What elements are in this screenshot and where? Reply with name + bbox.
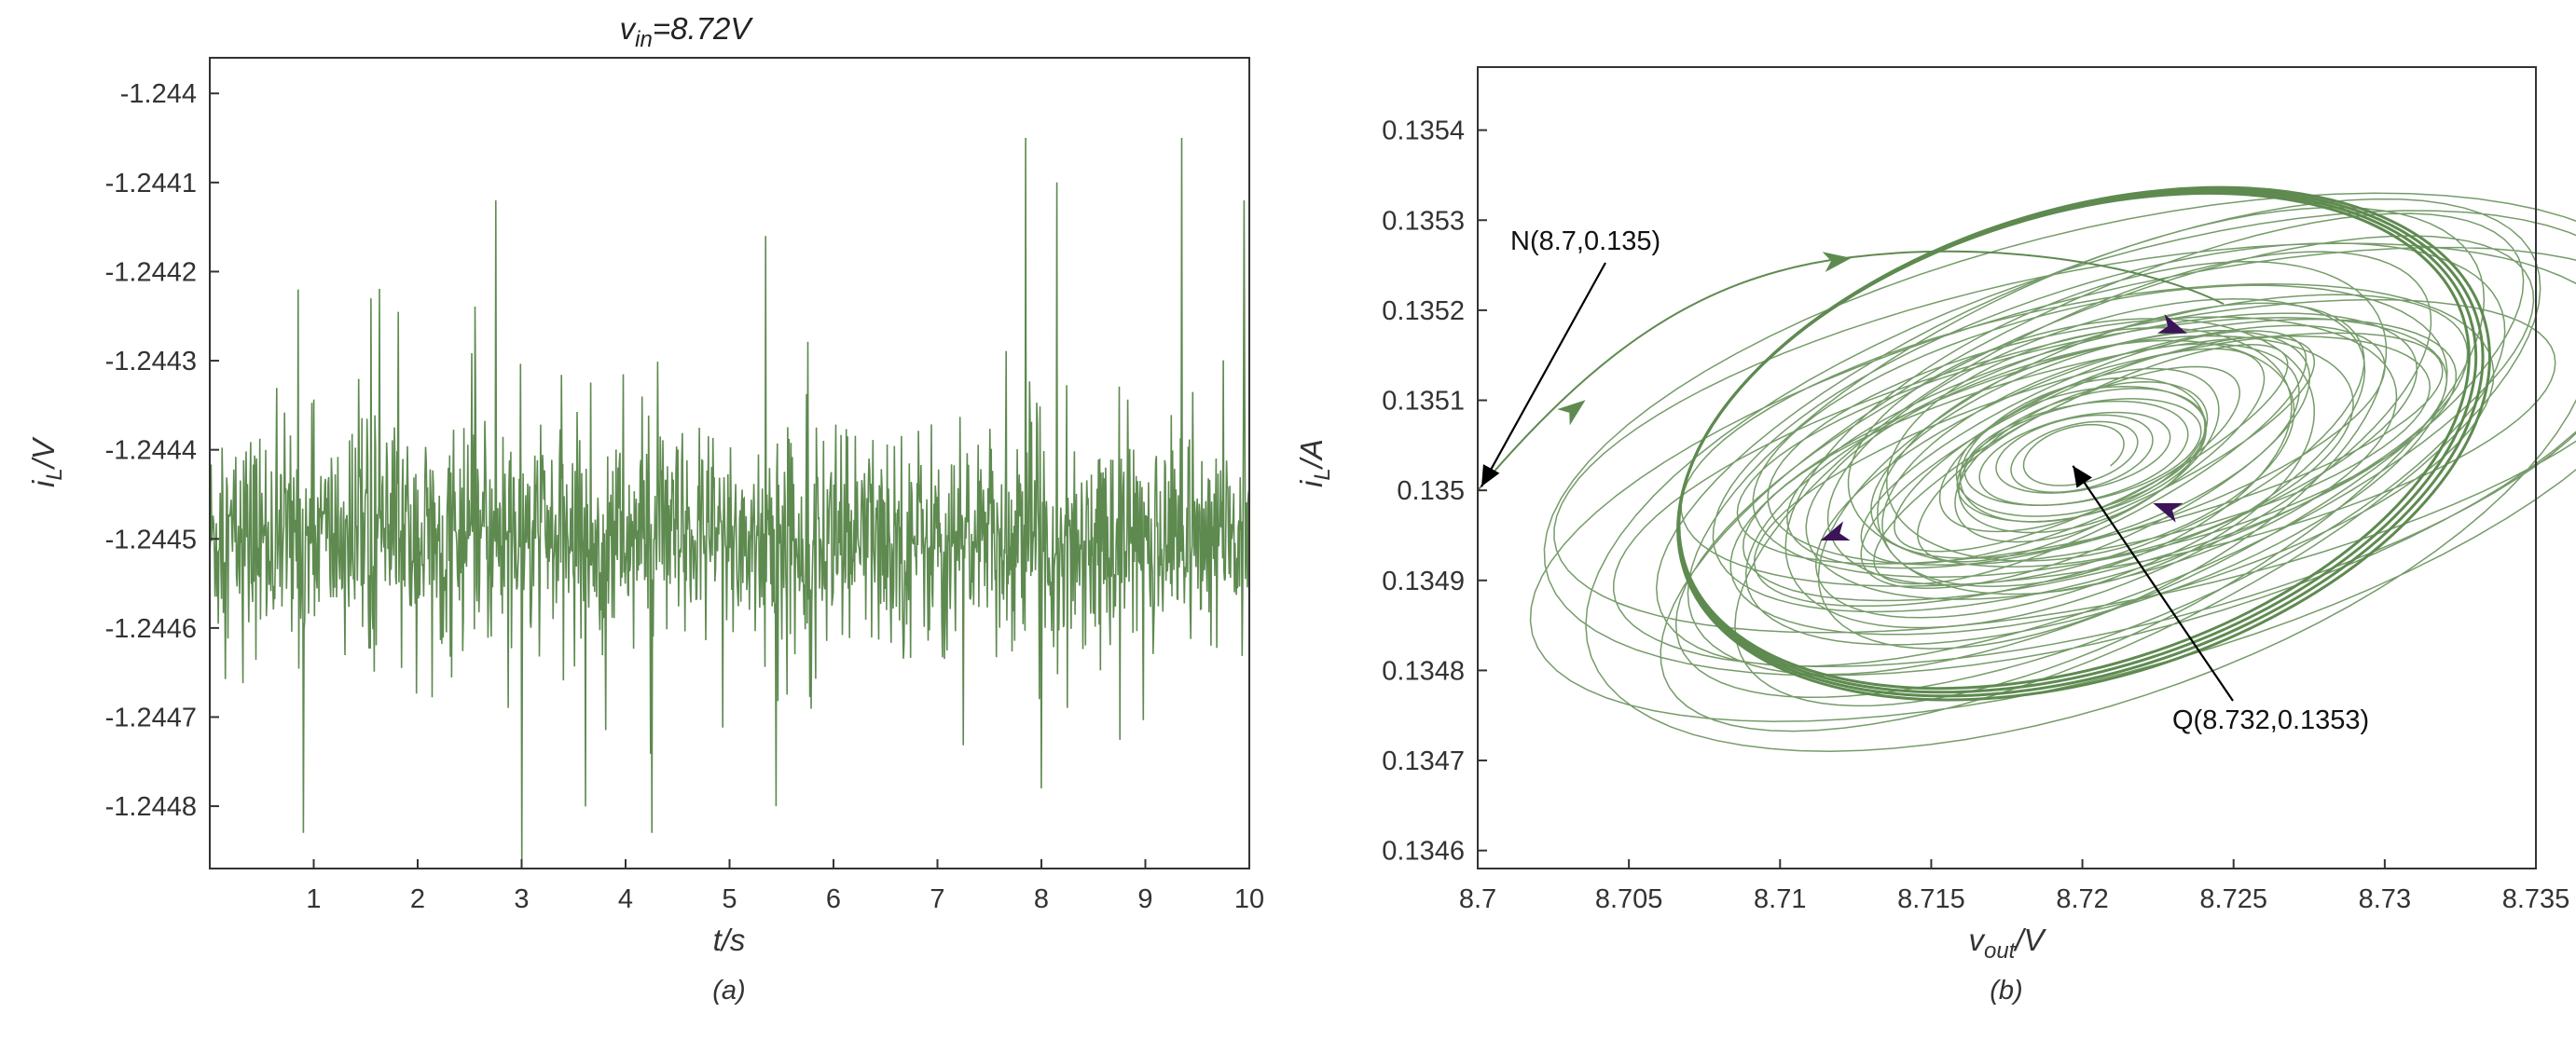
y-tick-label: 0.1348 bbox=[1382, 656, 1465, 686]
y-tick-label: 0.1352 bbox=[1382, 296, 1465, 326]
panel-b-phase-portrait: 8.7 8.705 8.71 8.715 8.72 8.725 8.73 8.735 0.13… bbox=[1294, 66, 2576, 1006]
panel-a-y-axis-label: iL/V bbox=[26, 436, 67, 487]
y-tick-label: -1.2442 bbox=[105, 257, 197, 287]
panel-a-caption: (a) bbox=[712, 976, 745, 1006]
annotation-n-label: N(8.7,0.135) bbox=[1510, 226, 1660, 256]
y-tick-label: -1.2445 bbox=[105, 525, 197, 554]
x-tick-label: 5 bbox=[722, 884, 737, 914]
x-tick-label: 8.715 bbox=[1897, 884, 1965, 914]
panel-b-axes-frame bbox=[1477, 66, 2537, 869]
y-tick-label: -1.244 bbox=[120, 79, 197, 109]
y-tick-label: 0.1347 bbox=[1382, 746, 1465, 776]
x-tick-label: 8.73 bbox=[2359, 884, 2411, 914]
y-tick-label: -1.2444 bbox=[105, 436, 197, 466]
y-tick-label: -1.2441 bbox=[105, 169, 197, 198]
flow-arrowhead bbox=[2153, 502, 2183, 523]
x-tick-label: 3 bbox=[514, 884, 529, 914]
panel-a-x-ticks: 1 2 3 4 5 6 7 8 9 10 bbox=[306, 859, 1264, 914]
panel-b-y-axis-label: iL/A bbox=[1294, 439, 1335, 487]
y-tick-label: 0.1346 bbox=[1382, 837, 1465, 867]
panel-a-title: vin=8.72V bbox=[620, 11, 754, 52]
x-tick-label: 8.71 bbox=[1754, 884, 1806, 914]
y-tick-label: 0.135 bbox=[1397, 476, 1465, 506]
annotation-q-arrow bbox=[2072, 465, 2234, 702]
y-tick-label: -1.2448 bbox=[105, 792, 197, 822]
panel-b-plot-area bbox=[1477, 185, 2576, 752]
panel-b-caption: (b) bbox=[1990, 976, 2022, 1006]
x-tick-label: 8.7 bbox=[1459, 884, 1496, 914]
series-line-il bbox=[209, 137, 1250, 869]
panel-a-plot-area bbox=[209, 137, 1250, 869]
equilibrium-void bbox=[2071, 436, 2098, 450]
y-tick-label: 0.1349 bbox=[1382, 567, 1465, 596]
trajectory-spiral bbox=[1529, 192, 2576, 752]
panel-a-time-series: vin=8.72V 1 2 3 4 5 6 7 8 9 10 -1.244-1.2441-1.24… bbox=[26, 11, 1264, 1006]
y-tick-label: 0.1353 bbox=[1382, 206, 1465, 236]
x-tick-label: 4 bbox=[618, 884, 633, 914]
panel-a-axes-frame bbox=[209, 57, 1250, 869]
panel-a-y-ticks: -1.244 -1.2441 -1.2442 -1.2443 -1.2444 -1.244… bbox=[105, 79, 219, 822]
x-tick-label: 8.725 bbox=[2199, 884, 2267, 914]
x-tick-label: 10 bbox=[1234, 884, 1264, 914]
direction-arrowhead bbox=[1557, 400, 1586, 426]
y-tick-label: 0.1351 bbox=[1382, 387, 1465, 417]
panel-b-x-axis-label: vout/V bbox=[1968, 923, 2046, 964]
x-tick-label: 9 bbox=[1137, 884, 1152, 914]
panel-b-annotations: N(8.7,0.135) Q(8.732,0.1353) bbox=[1481, 226, 2369, 735]
flow-arrowhead bbox=[2156, 314, 2187, 334]
flow-arrowhead bbox=[1820, 521, 1851, 541]
x-tick-label: 1 bbox=[306, 884, 321, 914]
x-tick-label: 8 bbox=[1034, 884, 1049, 914]
panel-b-y-ticks: 0.1354 0.1353 0.1352 0.1351 0.135 0.1349 0.134… bbox=[1382, 116, 1487, 867]
y-tick-label: -1.2446 bbox=[105, 614, 197, 644]
x-tick-label: 2 bbox=[410, 884, 425, 914]
y-tick-label: -1.2447 bbox=[105, 703, 197, 732]
x-tick-label: 6 bbox=[826, 884, 841, 914]
direction-arrowhead bbox=[1822, 252, 1852, 272]
y-tick-label: 0.1354 bbox=[1382, 116, 1465, 146]
x-tick-label: 8.735 bbox=[2502, 884, 2570, 914]
panel-b-x-ticks: 8.7 8.705 8.71 8.715 8.72 8.725 8.73 8.735 bbox=[1459, 859, 2569, 914]
panel-a-x-axis-label: t/s bbox=[713, 923, 746, 957]
y-tick-label: -1.2443 bbox=[105, 347, 197, 376]
annotation-n-arrow bbox=[1481, 262, 1606, 487]
x-tick-label: 8.705 bbox=[1595, 884, 1663, 914]
x-tick-label: 8.72 bbox=[2056, 884, 2108, 914]
initial-transient-tail bbox=[1850, 250, 2225, 306]
annotation-q-label: Q(8.732,0.1353) bbox=[2172, 705, 2369, 735]
initial-transient bbox=[1477, 256, 1852, 491]
x-tick-label: 7 bbox=[930, 884, 944, 914]
outer-orbit bbox=[1676, 185, 2491, 702]
